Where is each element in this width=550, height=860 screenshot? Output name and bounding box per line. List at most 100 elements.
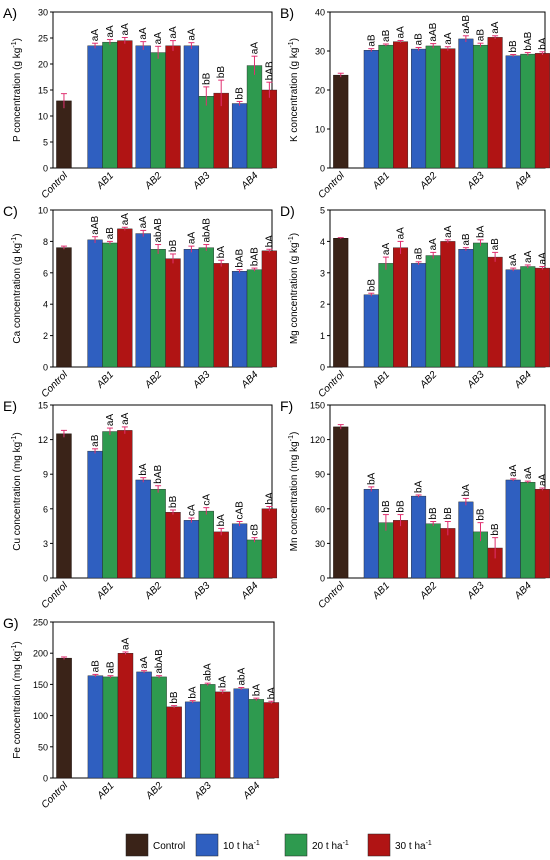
y-axis-label-close: ) — [289, 38, 300, 41]
y-axis-label-sup: -1 — [288, 41, 295, 47]
bar — [165, 512, 181, 579]
y-tick-label: 2 — [320, 300, 325, 310]
error-bar — [524, 480, 531, 484]
significance-label: aA — [490, 21, 501, 34]
error-bar — [121, 36, 128, 44]
bar — [472, 242, 489, 368]
bar — [246, 539, 263, 579]
error-bar — [155, 45, 162, 59]
x-tick-label: Control — [39, 369, 70, 400]
significance-label: bB — [366, 279, 377, 292]
significance-label: aB — [105, 227, 116, 240]
y-axis-label-text: Cu concentration (mg kg — [12, 442, 23, 551]
significance-label: cA — [186, 504, 197, 516]
x-tick-label: Control — [316, 369, 347, 400]
panel-label: B) — [280, 5, 294, 21]
significance-label: aA — [443, 225, 454, 238]
x-tick-label: AB4 — [239, 170, 261, 192]
y-tick-label: 5 — [43, 138, 48, 148]
legend-label: 20 t ha-1 — [312, 840, 349, 852]
x-tick-label: AB1 — [94, 369, 116, 391]
significance-label: bA — [138, 463, 149, 476]
y-tick-label: 30 — [315, 539, 325, 549]
y-axis-label: Mg concentration (g kg-1) — [288, 233, 300, 344]
y-tick-label: 90 — [315, 470, 325, 480]
legend-label-text: 10 t ha — [223, 841, 254, 852]
x-tick-label: AB1 — [370, 369, 392, 391]
error-bar — [415, 494, 422, 498]
error-bar — [236, 269, 243, 273]
bar-control — [56, 433, 72, 579]
error-bar — [156, 675, 163, 679]
error-bar — [140, 477, 147, 483]
significance-label: aA — [396, 26, 407, 39]
significance-label: bA — [414, 480, 425, 493]
bar — [135, 45, 151, 169]
significance-label: bAB — [523, 31, 534, 50]
x-tick-label: AB2 — [417, 170, 439, 192]
significance-label: abA — [236, 667, 247, 685]
bar — [363, 294, 379, 368]
significance-label: bAB — [153, 465, 164, 484]
x-tick-label: AB3 — [191, 580, 213, 602]
significance-label: cA — [201, 494, 212, 506]
bar-control — [56, 100, 72, 169]
y-tick-label: 25 — [38, 34, 48, 44]
error-bar — [140, 41, 147, 50]
error-bar — [106, 427, 113, 435]
error-bar — [251, 55, 258, 75]
y-axis-label-close: ) — [12, 641, 23, 644]
bar — [135, 233, 151, 368]
y-tick-label: 20 — [315, 86, 325, 96]
error-bar — [444, 520, 451, 536]
significance-label: aA — [523, 250, 534, 263]
x-tick-label: AB2 — [417, 369, 439, 391]
error-bar — [510, 54, 517, 57]
bar — [213, 263, 229, 368]
significance-label: aA — [523, 467, 534, 480]
bar — [165, 45, 181, 169]
x-tick-label: AB3 — [465, 170, 487, 192]
bar — [231, 103, 248, 169]
bar — [117, 430, 133, 579]
error-bar — [188, 42, 195, 49]
significance-label: aB — [414, 33, 425, 46]
y-axis-label-sup: -1 — [288, 236, 295, 242]
legend-label-sup: -1 — [254, 840, 260, 847]
panel-label: D) — [280, 203, 295, 219]
x-tick-label: AB4 — [512, 580, 534, 602]
error-bar — [266, 505, 273, 512]
y-axis-label: Fe concentration (mg kg-1) — [11, 641, 23, 758]
significance-label: bB — [381, 500, 392, 513]
significance-label: aA — [168, 26, 179, 39]
bar — [505, 269, 521, 368]
error-bar — [170, 509, 177, 515]
significance-label: bB — [428, 507, 439, 520]
error-bar-control — [337, 424, 344, 430]
bar — [393, 247, 409, 368]
bar — [261, 508, 278, 579]
error-bar — [92, 42, 99, 49]
bar — [117, 653, 134, 779]
error-bar — [430, 43, 437, 49]
x-tick-label: AB3 — [465, 369, 487, 391]
significance-label: aB — [414, 247, 425, 260]
y-axis-label-sup: -1 — [11, 41, 18, 47]
error-bar — [477, 522, 484, 542]
significance-label: bA — [218, 675, 229, 688]
error-bar — [444, 46, 451, 51]
x-tick-label: AB4 — [239, 369, 261, 391]
panel-label: F) — [280, 398, 293, 414]
bar — [425, 45, 441, 169]
y-tick-label: 5 — [320, 206, 325, 216]
bar — [102, 676, 119, 779]
significance-label: bB — [508, 40, 519, 53]
significance-label: bA — [216, 514, 227, 527]
x-tick-label: Control — [39, 580, 70, 611]
bar — [393, 520, 409, 579]
bar — [183, 45, 200, 169]
legend-label-sup: -1 — [426, 840, 432, 847]
x-tick-label: AB2 — [142, 580, 164, 602]
y-axis-label: P concentration (g kg-1) — [11, 38, 23, 142]
error-bar — [121, 426, 128, 434]
